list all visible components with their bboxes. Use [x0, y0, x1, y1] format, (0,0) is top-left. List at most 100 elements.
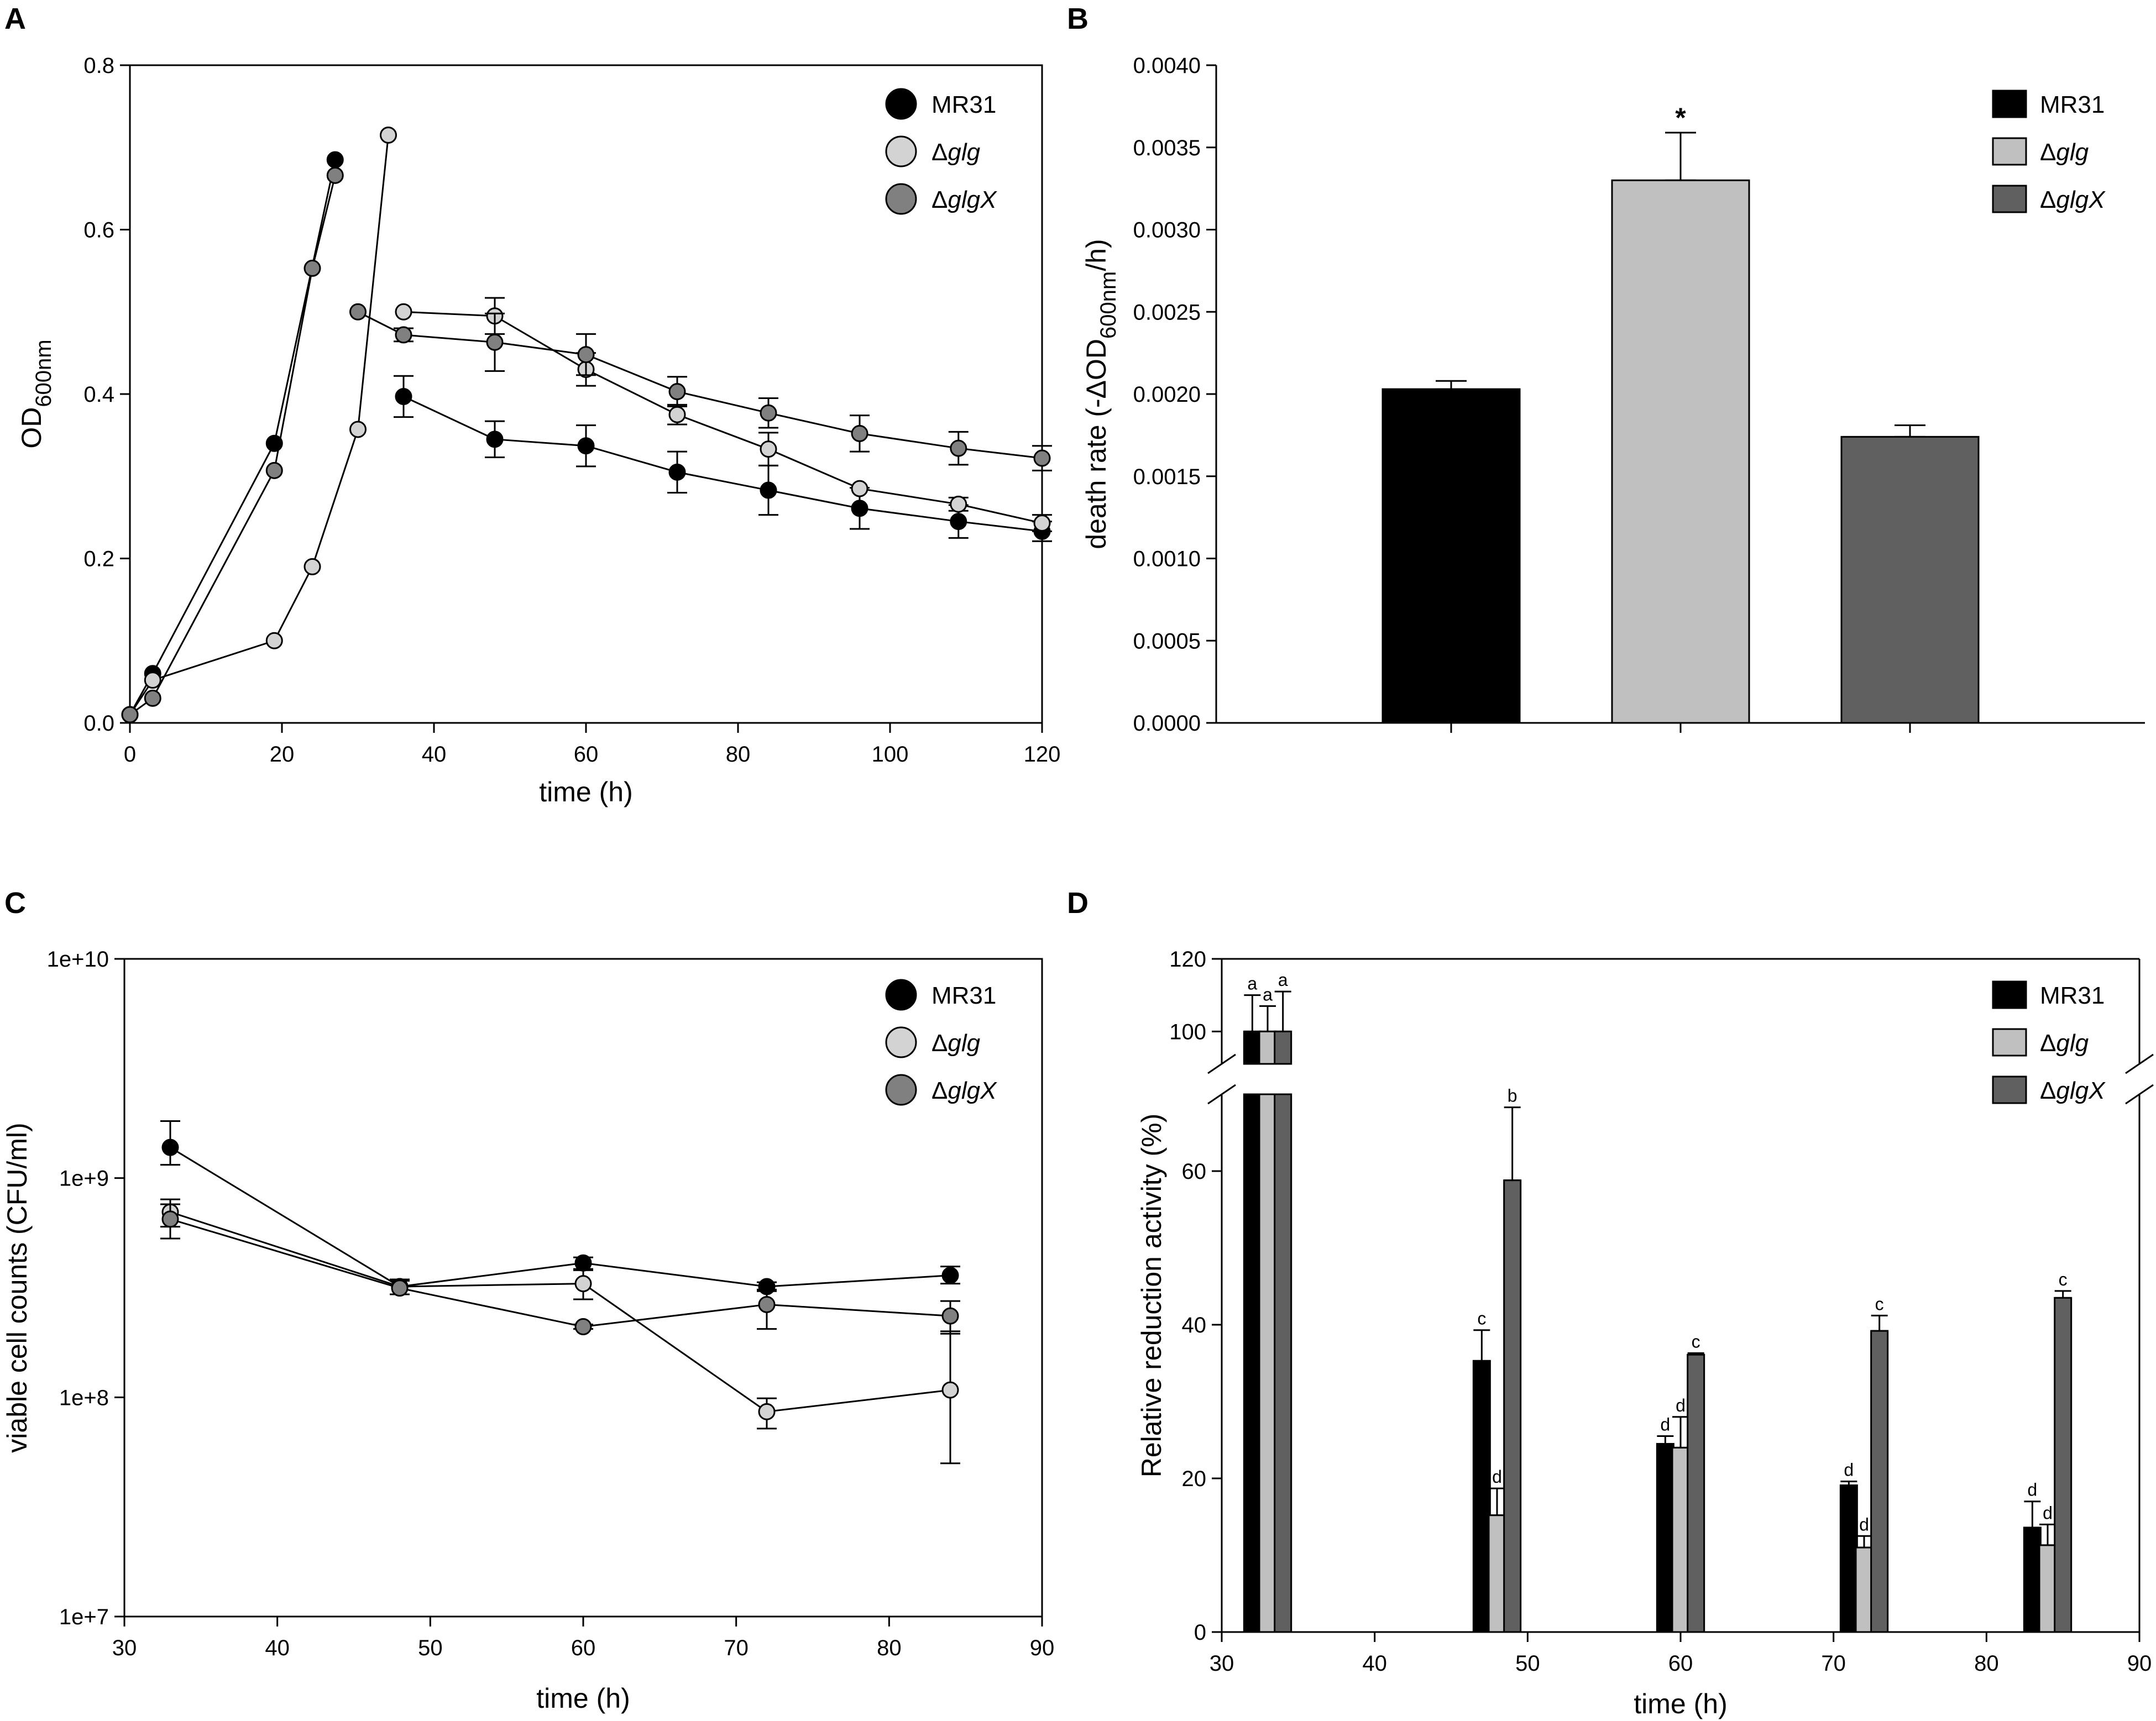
panel-a: A 0 20 40 60 80 100 120 0.0 0.2 0.4 0.6 0.8 time (h) O…	[4, 2, 1060, 807]
data-point	[391, 1279, 409, 1297]
data-point	[941, 1267, 959, 1284]
data-point	[851, 480, 868, 497]
x-tick-label: 50	[418, 1636, 443, 1660]
data-point	[851, 424, 868, 442]
y-tick-label: 40	[1182, 1313, 1207, 1337]
y-tick-label: 1e+10	[47, 947, 109, 972]
legend-label: MR31	[2040, 91, 2105, 118]
data-point	[950, 439, 967, 457]
legend-label-name: glgX	[948, 1077, 997, 1104]
legend-label: ΔglgX	[2040, 186, 2106, 213]
panel-b: B 0.0000 0.0005 0.0010 0.0015 0.0020 0.0025 0.0…	[1067, 2, 2145, 736]
bar	[1870, 1330, 1889, 1633]
y-tick-label: 1e+8	[59, 1386, 109, 1410]
significance-letter: c	[1692, 1331, 1700, 1351]
y-axis-label-sub: 600nm	[32, 339, 56, 407]
y-tick-label: 0.0000	[1133, 711, 1201, 736]
data-point	[380, 126, 397, 144]
series-line	[170, 1211, 951, 1413]
legend-label-name: glg	[2056, 139, 2089, 166]
bar	[1258, 1093, 1277, 1633]
x-tick-label: 90	[2127, 1651, 2152, 1676]
bar	[1381, 388, 1521, 724]
data-point	[574, 1275, 592, 1293]
data-point	[121, 706, 139, 723]
y-tick-label: 0.0	[83, 711, 114, 736]
bar	[2023, 1526, 2042, 1633]
data-point	[950, 513, 967, 531]
data-point	[574, 1254, 592, 1272]
axis-break-mark	[2125, 1084, 2154, 1105]
legend-label-name: MR31	[2040, 91, 2105, 118]
legend-marker	[885, 135, 917, 167]
x-axis-label: time (h)	[1634, 1688, 1727, 1719]
data-point	[303, 259, 321, 277]
panel-d: D 30 40 50 60 70 80 90 0 20 40 60 100 120 time (h) Rela…	[1067, 886, 2154, 1719]
y-tick-label: 0.0030	[1133, 218, 1201, 243]
y-tick-label: 0.0020	[1133, 382, 1201, 407]
y-tick-label: 0.6	[83, 218, 114, 243]
x-tick-label: 0	[124, 742, 136, 767]
significance-letter: d	[2027, 1480, 2037, 1500]
legend-label-prefix: Δ	[2040, 139, 2056, 166]
significance-letter: a	[1263, 984, 1273, 1004]
legend-marker	[885, 183, 917, 215]
panel-letter: C	[4, 886, 26, 920]
legend-label: ΔglgX	[932, 1077, 997, 1104]
data-point	[941, 1307, 959, 1325]
legend-marker	[885, 1026, 917, 1058]
y-axis-label-sub: 600nm	[1096, 271, 1121, 339]
legend-label-name: MR31	[932, 982, 996, 1009]
x-tick-label: 90	[1030, 1636, 1055, 1660]
data-point	[851, 500, 868, 517]
series-line	[170, 1146, 951, 1288]
y-axis-label: Relative reduction activity (%)	[1136, 1114, 1167, 1478]
x-axis-label: time (h)	[536, 1683, 630, 1714]
y-tick-label: 100	[1169, 1020, 1206, 1044]
series	[160, 1198, 960, 1465]
data-point	[950, 495, 967, 513]
bar	[1687, 1353, 1705, 1633]
legend-label: Δglg	[2040, 139, 2089, 166]
series-line	[129, 159, 336, 715]
x-tick-label: 120	[1024, 742, 1061, 767]
legend-label-prefix: Δ	[932, 139, 948, 166]
legend-label-prefix: Δ	[932, 1077, 948, 1104]
data-point	[760, 440, 777, 458]
bar	[1840, 436, 1980, 724]
legend-label-prefix: Δ	[2040, 1077, 2056, 1104]
legend-label-prefix: Δ	[2040, 186, 2056, 213]
data-point	[1033, 515, 1051, 532]
legend-swatch	[1992, 185, 2027, 213]
data-point	[326, 166, 344, 184]
legend-label-prefix: Δ	[932, 1030, 948, 1057]
series-line	[129, 135, 389, 715]
legend-label: MR31	[932, 91, 996, 118]
y-tick-label: 1e+7	[59, 1605, 109, 1629]
significance-letter: c	[2059, 1269, 2068, 1289]
legend-label: ΔglgX	[932, 186, 997, 213]
data-point	[144, 689, 161, 707]
data-point	[161, 1138, 179, 1156]
y-tick-label: 0.0040	[1133, 54, 1201, 78]
x-tick-label: 40	[265, 1636, 290, 1660]
y-axis-label-end: /h)	[1081, 239, 1112, 271]
data-point	[395, 303, 412, 321]
significance-letter: b	[1508, 1086, 1517, 1106]
y-tick-label: 0.0005	[1133, 629, 1201, 653]
significance-letter: d	[1844, 1460, 1854, 1480]
data-point	[265, 461, 283, 479]
y-tick-label: 120	[1169, 947, 1206, 972]
axis-break-mark	[2125, 1053, 2154, 1074]
series: a c d d d	[1243, 974, 2042, 1633]
y-tick-label: 0	[1194, 1620, 1206, 1645]
x-tick-label: 80	[877, 1636, 902, 1660]
significance-letter: d	[1660, 1415, 1670, 1435]
axis-break-gap	[1244, 1065, 1294, 1093]
legend-label: MR31	[2040, 982, 2105, 1009]
series	[160, 1203, 960, 1336]
legend-swatch	[1992, 980, 2027, 1009]
data-point	[486, 431, 504, 448]
data-point	[395, 326, 412, 344]
